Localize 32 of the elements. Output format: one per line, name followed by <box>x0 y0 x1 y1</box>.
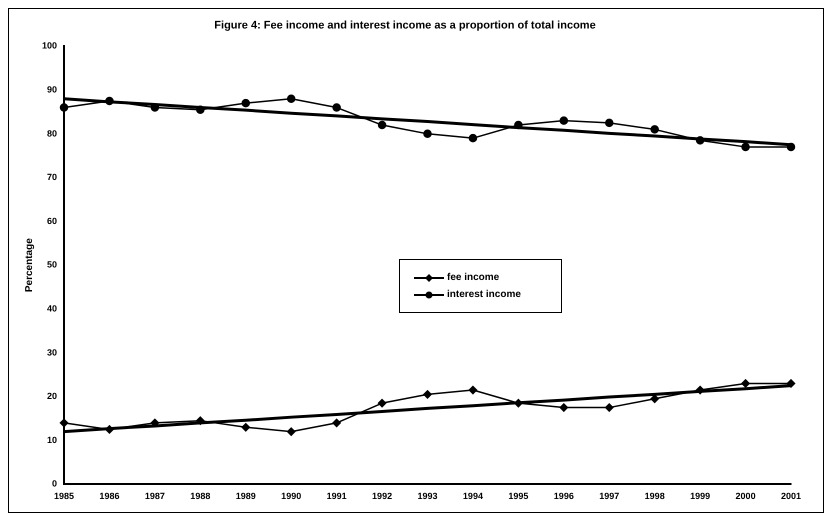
x-tick-label: 1986 <box>99 491 120 502</box>
y-tick-label: 40 <box>47 303 58 314</box>
y-tick-label: 60 <box>47 216 58 226</box>
x-tick-label: 1991 <box>326 491 347 502</box>
x-tick-label: 2001 <box>780 491 802 502</box>
x-tick-label: 1992 <box>372 491 392 502</box>
x-tick-label: 1995 <box>508 491 528 502</box>
chart-title: Figure 4: Fee income and interest income as a proportion of total income <box>214 20 596 32</box>
x-tick-label: 1993 <box>417 491 438 502</box>
y-tick-label: 70 <box>47 172 58 182</box>
x-tick-label: 1999 <box>690 491 710 502</box>
y-tick-label: 50 <box>47 260 58 270</box>
y-tick-label: 0 <box>52 478 58 489</box>
legend-label: fee income <box>447 272 500 283</box>
x-tick-label: 1988 <box>190 491 210 502</box>
x-tick-label: 1990 <box>281 491 302 502</box>
y-tick-label: 10 <box>47 434 58 445</box>
x-tick-label: 1987 <box>144 491 165 502</box>
y-tick-label: 90 <box>47 84 58 94</box>
x-tick-label: 1989 <box>236 491 256 502</box>
y-tick-label: 80 <box>47 128 58 138</box>
x-tick-label: 2000 <box>736 491 756 502</box>
legend-label: interest income <box>447 289 521 300</box>
x-tick-label: 1997 <box>599 491 620 502</box>
y-axis-title: Percentage <box>24 238 35 292</box>
x-tick-label: 1985 <box>54 491 74 502</box>
y-tick-label: 30 <box>47 347 58 358</box>
y-tick-label: 20 <box>47 391 58 402</box>
y-tick-label: 100 <box>42 40 58 51</box>
x-tick-label: 1994 <box>462 491 483 502</box>
x-tick-label: 1998 <box>644 491 665 502</box>
x-tick-label: 1996 <box>554 491 574 502</box>
